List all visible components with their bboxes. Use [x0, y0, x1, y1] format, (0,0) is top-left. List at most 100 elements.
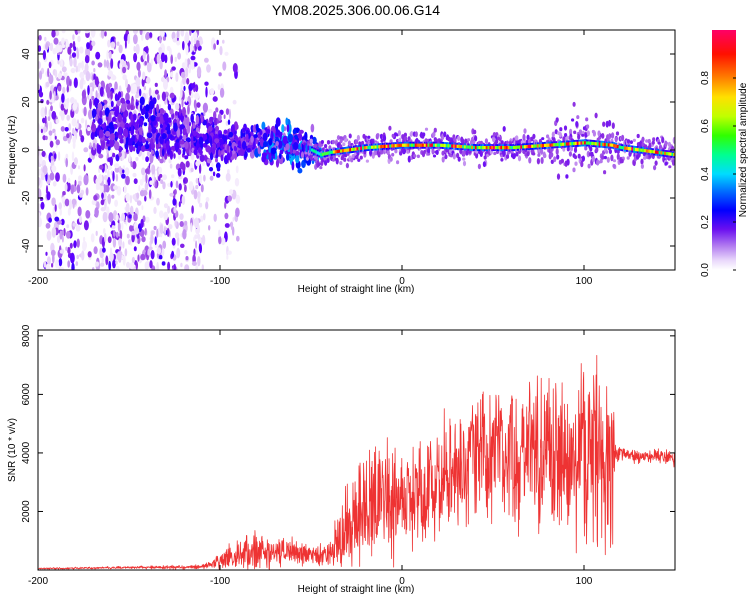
spectral-noise-cell — [52, 181, 57, 187]
spectral-noise-cell — [129, 262, 135, 270]
spectral-noise-cell — [109, 252, 114, 262]
spectral-ridge-cell — [598, 142, 601, 146]
spectral-noise-cell — [229, 189, 234, 195]
spectral-band-cell — [265, 128, 271, 135]
spectral-halo-cell — [550, 152, 554, 158]
spectral-halo-cell — [493, 151, 497, 156]
spectral-band-cell — [179, 161, 185, 170]
spectral-halo-cell — [324, 144, 328, 149]
spectral-noise-cell — [92, 267, 95, 270]
spectral-halo-cell — [639, 140, 643, 147]
spectral-noise-cell — [111, 194, 115, 199]
spectral-noise-cell — [191, 205, 194, 214]
spectral-ridge-cell — [338, 149, 341, 153]
spectral-halo-cell — [389, 139, 393, 144]
spectral-noise-cell — [125, 175, 130, 186]
spectral-noise-cell — [122, 60, 127, 69]
spectral-noise-cell — [173, 263, 176, 270]
spectral-ridge-cell — [334, 150, 337, 154]
spectral-ridge-cell — [453, 144, 456, 148]
spectral-noise-cell — [180, 30, 185, 37]
spectral-ridge-cell — [318, 152, 321, 156]
spectral-band-cell — [275, 159, 280, 168]
spectral-halo-cell — [367, 135, 371, 139]
spectral-band-cell — [110, 100, 114, 108]
snr-marks — [38, 354, 675, 570]
spectral-ridge-cell — [529, 144, 532, 148]
spectral-noise-cell — [102, 211, 108, 223]
spectral-band-cell — [117, 126, 123, 135]
spectral-noise-cell — [51, 226, 57, 238]
spectral-halo-cell — [402, 148, 407, 154]
spectral-band-cell — [167, 103, 172, 111]
spectral-band-cell — [121, 102, 126, 113]
spectral-noise-cell — [59, 266, 65, 270]
spectral-band-cell — [208, 125, 213, 132]
spectral-halo-cell — [496, 136, 501, 141]
spectral-band-cell — [310, 123, 315, 133]
spectral-ridge-cell — [589, 141, 592, 145]
spectral-ridge-cell — [429, 143, 432, 147]
spectral-band-cell — [159, 115, 164, 126]
spectral-band-cell — [115, 132, 119, 138]
spectral-band-cell — [242, 127, 247, 133]
spectral-band-cell — [223, 135, 228, 142]
spectral-noise-cell — [181, 62, 186, 69]
spectral-halo-cell — [640, 158, 644, 165]
spectral-band-cell — [139, 126, 143, 137]
spectral-noise-cell — [199, 174, 203, 184]
spectral-noise-cell — [196, 102, 201, 108]
spectral-noise-cell — [224, 201, 227, 209]
spectral-noise-cell — [193, 189, 198, 200]
spectral-noise-cell — [42, 135, 46, 141]
spectral-noise-cell — [117, 221, 121, 232]
spectral-band-cell — [184, 155, 189, 160]
spectral-ridge-cell — [544, 143, 547, 147]
spectral-halo-cell — [540, 157, 544, 164]
spectral-noise-cell — [191, 261, 197, 266]
spectral-noise-cell — [133, 178, 138, 185]
spectral-halo-cell — [573, 130, 577, 135]
spectral-noise-cell — [218, 229, 221, 237]
spectral-halo-cell — [587, 163, 591, 169]
spectral-halo-cell — [610, 154, 614, 162]
spectral-noise-cell — [73, 157, 78, 166]
spectral-noise-cell — [207, 108, 213, 114]
spectral-noise-cell — [49, 172, 55, 181]
spectral-band-cell — [143, 122, 148, 127]
spectral-halo-cell — [339, 138, 343, 144]
spectral-noise-cell — [42, 50, 47, 60]
spectral-noise-cell — [142, 71, 146, 81]
spectral-noise-cell — [150, 233, 154, 245]
spectral-ridge-cell — [376, 145, 379, 149]
spectral-ridge-cell — [658, 151, 661, 155]
spectral-noise-cell — [90, 88, 93, 99]
spectral-noise-cell — [43, 126, 47, 133]
spectral-noise-cell — [51, 110, 57, 120]
spectral-noise-cell — [105, 59, 110, 69]
spectral-noise-cell — [113, 185, 118, 191]
spectral-ridge-cell — [609, 143, 612, 147]
spectral-noise-cell — [113, 230, 116, 237]
y-tick-label: -40 — [21, 238, 32, 253]
spectral-noise-cell — [70, 67, 76, 74]
spectrogram-x-label: Height of straight line (km) — [298, 284, 415, 295]
spectral-ridge-cell — [402, 143, 405, 147]
spectral-noise-cell — [61, 196, 65, 204]
spectral-halo-cell — [628, 151, 632, 157]
spectral-noise-cell — [145, 31, 150, 39]
spectral-halo-cell — [608, 133, 612, 140]
spectral-ridge-cell — [596, 142, 599, 146]
spectral-noise-cell — [64, 72, 68, 77]
spectral-noise-cell — [228, 108, 231, 120]
spectral-halo-cell — [589, 145, 593, 152]
spectral-halo-cell — [546, 134, 550, 139]
spectral-band-cell — [163, 112, 169, 122]
colorbar-ticks: 0.0 0.2 0.4 0.6 0.8 — [700, 71, 736, 277]
spectral-band-cell — [130, 113, 134, 124]
spectral-band-cell — [97, 102, 103, 111]
spectral-band-cell — [214, 138, 220, 144]
spectral-ridge-cell — [647, 149, 650, 153]
spectral-ridge-cell — [618, 145, 621, 149]
spectral-noise-cell — [163, 225, 167, 236]
